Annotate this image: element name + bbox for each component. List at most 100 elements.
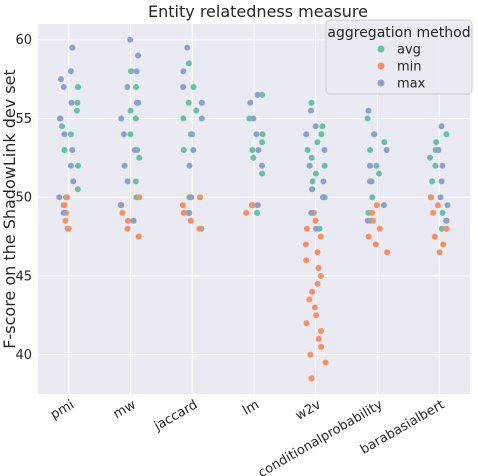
legend-box: [325, 19, 473, 95]
point-avg: [246, 115, 253, 122]
point-max: [371, 131, 378, 138]
point-min: [197, 194, 203, 201]
point-avg: [432, 162, 439, 169]
point-avg: [304, 147, 311, 153]
y-tick-label: 40: [15, 348, 32, 363]
point-max: [308, 107, 314, 114]
point-max: [127, 36, 134, 43]
point-avg: [127, 131, 134, 138]
point-min: [309, 288, 316, 295]
point-max: [57, 115, 64, 122]
x-tick-label: lm: [240, 397, 262, 418]
legend-marker-max: [377, 79, 385, 87]
y-tick-label: 60: [15, 33, 32, 48]
point-max: [309, 186, 316, 193]
point-max: [124, 84, 131, 90]
point-max: [189, 131, 195, 138]
point-avg: [319, 123, 326, 130]
point-min: [315, 335, 322, 342]
point-avg: [75, 84, 81, 90]
point-avg: [74, 99, 81, 106]
x-tick-label: pmi: [48, 397, 77, 422]
point-avg: [259, 131, 266, 138]
point-max: [253, 131, 260, 138]
point-min: [428, 194, 435, 201]
point-max: [180, 84, 187, 90]
point-max: [130, 217, 137, 224]
y-tick-label: 45: [15, 269, 32, 284]
legend-marker-min: [377, 62, 385, 70]
point-min: [302, 241, 309, 248]
x-tick-label: w2v: [293, 397, 324, 423]
point-max: [320, 178, 327, 185]
point-max: [306, 162, 313, 169]
point-max: [259, 162, 265, 169]
point-min: [384, 249, 391, 256]
point-avg: [180, 115, 187, 122]
point-avg: [127, 107, 134, 114]
point-max: [255, 147, 262, 153]
point-max: [117, 202, 124, 209]
point-max: [135, 52, 142, 59]
point-min: [436, 249, 443, 256]
point-max: [188, 194, 195, 201]
point-min: [431, 233, 438, 240]
point-avg: [180, 147, 187, 153]
point-min: [315, 265, 322, 271]
point-max: [198, 99, 205, 106]
point-avg: [249, 147, 256, 153]
point-min: [180, 209, 187, 216]
point-max: [321, 147, 328, 153]
point-min: [124, 225, 131, 232]
point-min: [135, 233, 142, 240]
point-min: [372, 241, 379, 248]
point-avg: [61, 147, 68, 153]
point-max: [365, 107, 372, 114]
point-avg: [59, 123, 65, 130]
point-max: [186, 209, 193, 216]
point-avg: [67, 131, 74, 138]
point-min: [303, 320, 310, 327]
point-min: [65, 225, 72, 232]
point-max: [366, 178, 373, 185]
point-min: [322, 359, 329, 366]
point-max: [313, 225, 319, 232]
point-min: [314, 249, 321, 256]
point-max: [312, 123, 319, 130]
point-max: [435, 147, 442, 153]
point-min: [317, 272, 324, 279]
point-avg: [314, 139, 321, 146]
point-max: [121, 162, 128, 169]
point-avg: [185, 60, 192, 67]
point-max: [180, 68, 187, 75]
point-avg: [443, 131, 450, 138]
point-min: [373, 202, 380, 209]
point-max: [198, 115, 205, 122]
point-min: [443, 225, 450, 232]
point-min: [179, 202, 186, 209]
point-min: [376, 225, 383, 232]
point-avg: [259, 91, 266, 98]
point-avg: [185, 99, 192, 106]
point-max: [254, 91, 261, 98]
point-avg: [128, 68, 134, 75]
chart-title: Entity relatedness measure: [148, 2, 368, 21]
point-avg: [312, 170, 319, 177]
y-tick-labels: 40 45 50 55 60: [15, 33, 32, 363]
point-avg: [259, 139, 266, 146]
point-avg: [74, 186, 81, 193]
legend: aggregation method avg min max: [325, 19, 473, 95]
point-max: [133, 68, 140, 75]
legend-label-max: max: [397, 77, 426, 92]
point-min: [303, 257, 310, 264]
point-min: [187, 217, 194, 224]
point-min: [440, 241, 447, 248]
point-max: [308, 209, 315, 216]
point-min: [430, 209, 437, 216]
point-max: [67, 68, 74, 75]
point-max: [443, 217, 450, 224]
point-max: [69, 147, 76, 153]
point-max: [303, 131, 310, 138]
point-min: [317, 233, 324, 240]
